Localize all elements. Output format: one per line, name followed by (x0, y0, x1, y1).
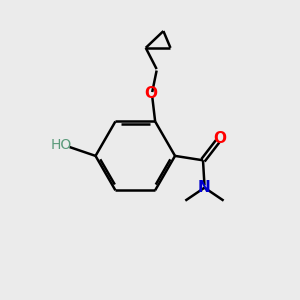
Text: N: N (198, 180, 211, 195)
Text: O: O (144, 86, 157, 101)
Text: O: O (213, 131, 226, 146)
Text: HO: HO (51, 138, 72, 152)
